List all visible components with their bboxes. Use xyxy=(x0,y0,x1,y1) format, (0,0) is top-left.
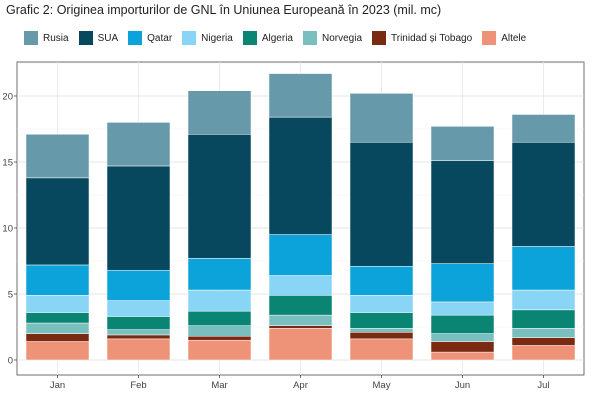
bar-segment xyxy=(106,269,171,301)
y-tick-label: 5 xyxy=(8,290,13,301)
bar-segment xyxy=(187,258,252,291)
bar-segment xyxy=(430,333,495,342)
bar-segment xyxy=(106,316,171,330)
bar-segment xyxy=(268,328,333,361)
bar-segment xyxy=(511,246,576,291)
legend-swatch xyxy=(482,31,497,45)
bar-segment xyxy=(25,312,90,324)
legend-label: SUA xyxy=(97,32,119,44)
legend-swatch xyxy=(78,31,93,45)
legend-label: Trinidad și Tobago xyxy=(391,32,473,44)
bar-segment xyxy=(25,264,90,296)
bar-segment xyxy=(187,289,252,312)
bar-segment xyxy=(106,165,171,271)
bar-segment xyxy=(511,289,576,311)
legend-item: SUA xyxy=(78,31,119,45)
legend-swatch xyxy=(182,31,197,45)
legend-swatch xyxy=(128,31,143,45)
bar-segment xyxy=(187,90,252,135)
bar-segment xyxy=(511,141,576,247)
y-tick-label: 0 xyxy=(8,356,13,367)
bar-segment xyxy=(349,141,414,267)
bar-segment xyxy=(430,263,495,303)
legend-item: Nigeria xyxy=(182,31,233,45)
x-tick-label: Feb xyxy=(130,380,146,391)
bar-segment xyxy=(511,328,576,338)
legend-item: Rusia xyxy=(24,31,69,45)
bar-segment xyxy=(349,328,414,333)
bar-segment xyxy=(430,351,495,361)
legend-label: Algeria xyxy=(261,32,293,44)
bar-segment xyxy=(349,312,414,329)
bar-segment xyxy=(268,73,333,118)
chart-title: Grafic 2: Originea importurilor de GNL î… xyxy=(6,3,442,17)
bar-segment xyxy=(187,335,252,341)
bar-segment xyxy=(187,134,252,259)
bar-segment xyxy=(268,325,333,329)
bar-segment xyxy=(349,266,414,296)
legend-swatch xyxy=(302,31,317,45)
legend-swatch xyxy=(24,31,38,45)
bar-segment xyxy=(106,334,171,340)
bar-segment xyxy=(511,337,576,346)
bar-segment xyxy=(106,329,171,336)
legend: Rusia SUA Qatar Nigeria Algeria Norvegia Trini… xyxy=(24,31,536,45)
bar-segment xyxy=(268,275,333,296)
legend-label: Altele xyxy=(501,32,527,44)
bar-segment xyxy=(511,114,576,143)
x-tick-label: Mar xyxy=(211,380,227,391)
bar-segment xyxy=(430,126,495,161)
bar-segment xyxy=(187,325,252,337)
legend-swatch xyxy=(372,31,387,45)
legend-swatch xyxy=(242,31,257,45)
bar-segment xyxy=(268,314,333,326)
bar-segment xyxy=(187,310,252,326)
bar-segment xyxy=(268,234,333,276)
bar-segment xyxy=(430,314,495,334)
bar-segment xyxy=(25,177,90,266)
legend-label: Nigeria xyxy=(201,32,233,44)
bar-segment xyxy=(349,338,414,361)
x-tick-label: Jun xyxy=(455,380,470,391)
legend-label: Norvegia xyxy=(321,32,363,44)
bar-segment xyxy=(349,93,414,143)
bar-segment xyxy=(349,332,414,340)
x-tick-label: Jul xyxy=(537,380,549,391)
bar-segment xyxy=(106,122,171,167)
legend-label: Rusia xyxy=(43,32,69,44)
y-tick-label: 20 xyxy=(2,92,13,103)
bar-segment xyxy=(268,116,333,235)
bar-segment xyxy=(106,300,171,317)
x-tick-label: May xyxy=(373,380,391,391)
bar-segment xyxy=(25,341,90,361)
bar-segment xyxy=(268,295,333,316)
bar-segment xyxy=(511,345,576,361)
bar-segment xyxy=(187,339,252,361)
x-tick-label: Apr xyxy=(293,380,308,391)
x-tick-label: Jan xyxy=(50,380,65,391)
legend-item: Algeria xyxy=(242,31,293,45)
bar-segment xyxy=(25,322,90,334)
bar-segment xyxy=(430,160,495,264)
bar-segment xyxy=(25,295,90,313)
legend-item: Norvegia xyxy=(302,31,363,45)
y-tick-label: 15 xyxy=(2,158,13,169)
bar-segment xyxy=(430,301,495,316)
legend-item: Altele xyxy=(482,31,526,45)
bar-segment xyxy=(106,338,171,361)
legend-item: Qatar xyxy=(128,31,172,45)
bar-segment xyxy=(511,309,576,329)
bar-segment xyxy=(430,341,495,353)
bar-segment xyxy=(25,333,90,342)
bar-segment xyxy=(349,295,414,313)
legend-label: Qatar xyxy=(147,32,173,44)
y-tick-label: 10 xyxy=(2,224,13,235)
bar-segment xyxy=(25,134,90,179)
legend-item: Trinidad și Tobago xyxy=(372,31,472,45)
